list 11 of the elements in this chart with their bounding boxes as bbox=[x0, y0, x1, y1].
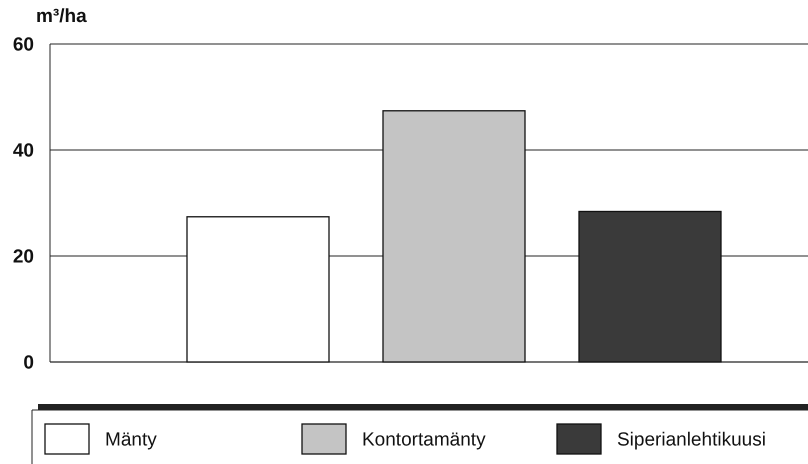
y-tick-label: 40 bbox=[12, 140, 34, 162]
legend-label: Mänty bbox=[105, 430, 158, 451]
bar bbox=[578, 210, 722, 363]
y-tick-label: 0 bbox=[23, 352, 34, 374]
bar bbox=[186, 216, 330, 363]
bar bbox=[382, 110, 526, 363]
y-tick-label: 60 bbox=[12, 34, 34, 56]
legend-label: Kontortamänty bbox=[362, 430, 486, 451]
y-axis-title: m³/ha bbox=[36, 6, 88, 27]
y-tick-label: 20 bbox=[12, 246, 34, 268]
legend-label: Siperianlehtikuusi bbox=[617, 430, 766, 451]
